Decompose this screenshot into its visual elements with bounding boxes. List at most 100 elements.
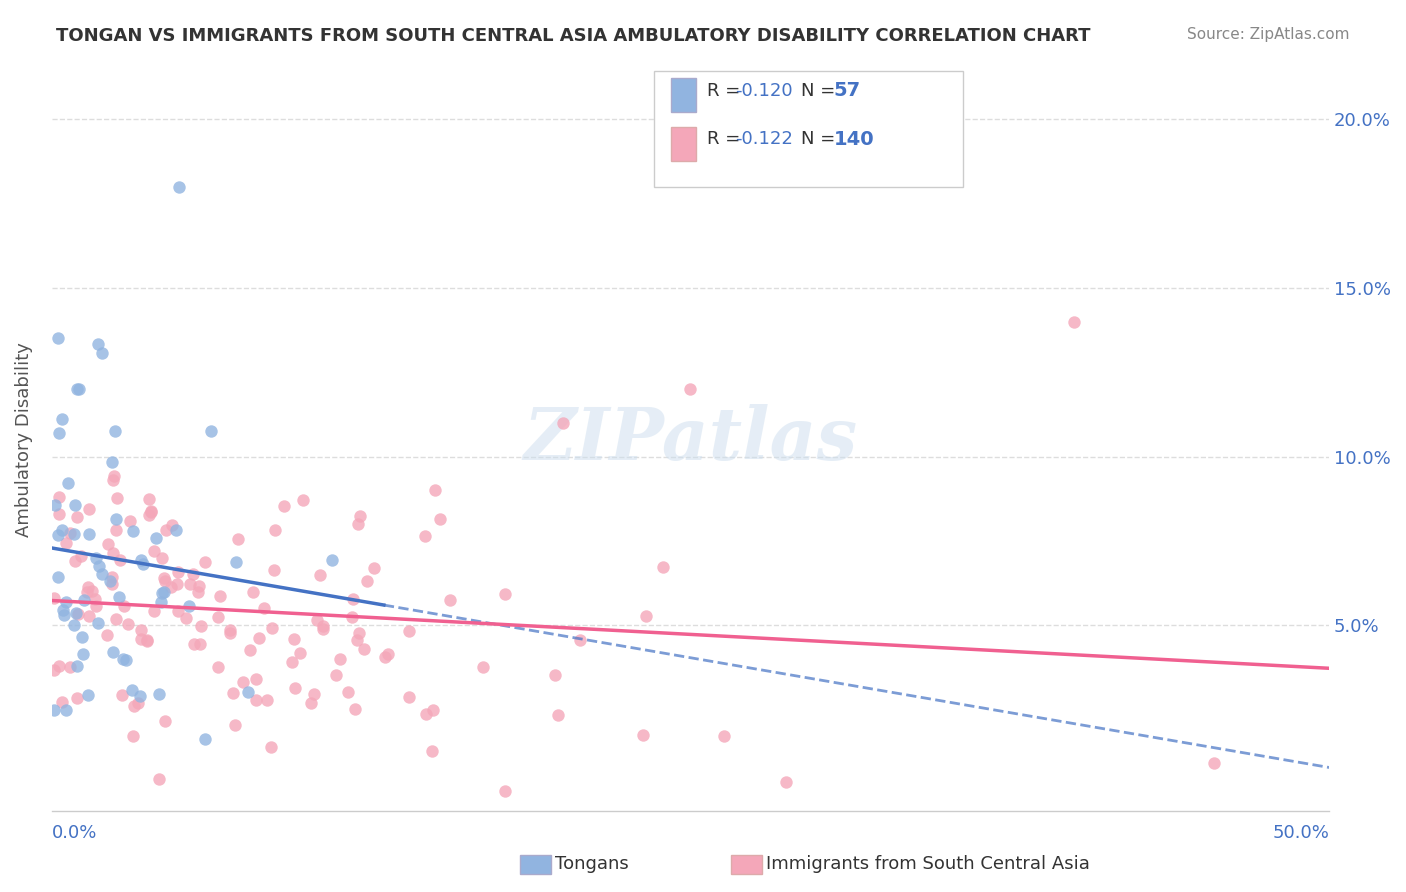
Point	[101, 644, 124, 658]
Point	[494, 586, 516, 600]
Point	[311, 623, 333, 637]
Point	[652, 560, 675, 574]
Point	[222, 686, 245, 700]
Point	[494, 783, 516, 797]
Point	[160, 517, 183, 532]
Point	[44, 663, 66, 677]
Point	[181, 567, 204, 582]
Point	[66, 382, 89, 396]
Y-axis label: Ambulatory Disability: Ambulatory Disability	[15, 343, 32, 537]
Point	[117, 616, 139, 631]
Point	[55, 703, 77, 717]
Point	[55, 536, 77, 550]
Point	[179, 576, 201, 591]
Point	[245, 692, 267, 706]
Text: 50.0%: 50.0%	[1272, 824, 1329, 842]
Point	[104, 512, 127, 526]
Point	[72, 647, 94, 661]
Point	[76, 580, 98, 594]
Point	[167, 603, 190, 617]
Point	[551, 416, 574, 430]
Point	[66, 690, 89, 705]
Point	[153, 714, 176, 728]
Point	[471, 660, 494, 674]
Point	[44, 703, 66, 717]
Point	[136, 634, 159, 648]
Point	[302, 687, 325, 701]
Point	[51, 523, 73, 537]
Text: N =: N =	[801, 130, 841, 148]
Point	[62, 526, 84, 541]
Point	[114, 653, 136, 667]
Point	[544, 667, 567, 681]
Point	[159, 580, 181, 594]
Point	[336, 684, 359, 698]
Point	[224, 718, 246, 732]
Point	[145, 531, 167, 545]
Point	[143, 544, 166, 558]
Point	[52, 607, 75, 622]
Point	[77, 501, 100, 516]
Point	[547, 708, 569, 723]
Point	[209, 589, 232, 603]
Point	[363, 561, 385, 575]
Point	[132, 557, 155, 571]
Point	[131, 624, 153, 638]
Point	[91, 567, 114, 582]
Point	[44, 498, 66, 512]
Point	[114, 599, 136, 613]
Point	[131, 553, 153, 567]
Point	[342, 592, 364, 607]
Point	[283, 632, 305, 646]
Point	[66, 659, 89, 673]
Point	[139, 504, 162, 518]
Point	[247, 631, 270, 645]
Point	[347, 626, 370, 640]
Point	[104, 524, 127, 538]
Text: Immigrants from South Central Asia: Immigrants from South Central Asia	[766, 855, 1090, 873]
Point	[48, 507, 70, 521]
Point	[169, 179, 191, 194]
Point	[55, 595, 77, 609]
Point	[101, 473, 124, 487]
Point	[59, 526, 82, 541]
Text: ZIPatlas: ZIPatlas	[523, 404, 858, 475]
Point	[167, 565, 190, 579]
Point	[143, 604, 166, 618]
Point	[121, 682, 143, 697]
Point	[429, 511, 451, 525]
Point	[127, 696, 149, 710]
Point	[263, 563, 285, 577]
Point	[135, 633, 157, 648]
Point	[218, 623, 240, 637]
Point	[148, 772, 170, 786]
Point	[245, 672, 267, 686]
Point	[284, 681, 307, 696]
Point	[80, 583, 103, 598]
Point	[1063, 315, 1085, 329]
Point	[256, 692, 278, 706]
Point	[413, 529, 436, 543]
Point	[69, 549, 91, 564]
Text: -0.120: -0.120	[735, 82, 793, 100]
Point	[713, 729, 735, 743]
Point	[150, 585, 173, 599]
Point	[87, 337, 110, 351]
Point	[281, 655, 304, 669]
Point	[124, 699, 146, 714]
Point	[166, 577, 188, 591]
Point	[188, 579, 211, 593]
Point	[568, 633, 591, 648]
Point	[77, 608, 100, 623]
Text: Tongans: Tongans	[555, 855, 628, 873]
Point	[179, 599, 201, 613]
Point	[239, 643, 262, 657]
Point	[260, 740, 283, 755]
Point	[138, 491, 160, 506]
Point	[236, 685, 259, 699]
Text: R =: R =	[707, 130, 747, 148]
Point	[329, 651, 352, 665]
Point	[377, 647, 399, 661]
Point	[52, 603, 75, 617]
Point	[174, 611, 197, 625]
